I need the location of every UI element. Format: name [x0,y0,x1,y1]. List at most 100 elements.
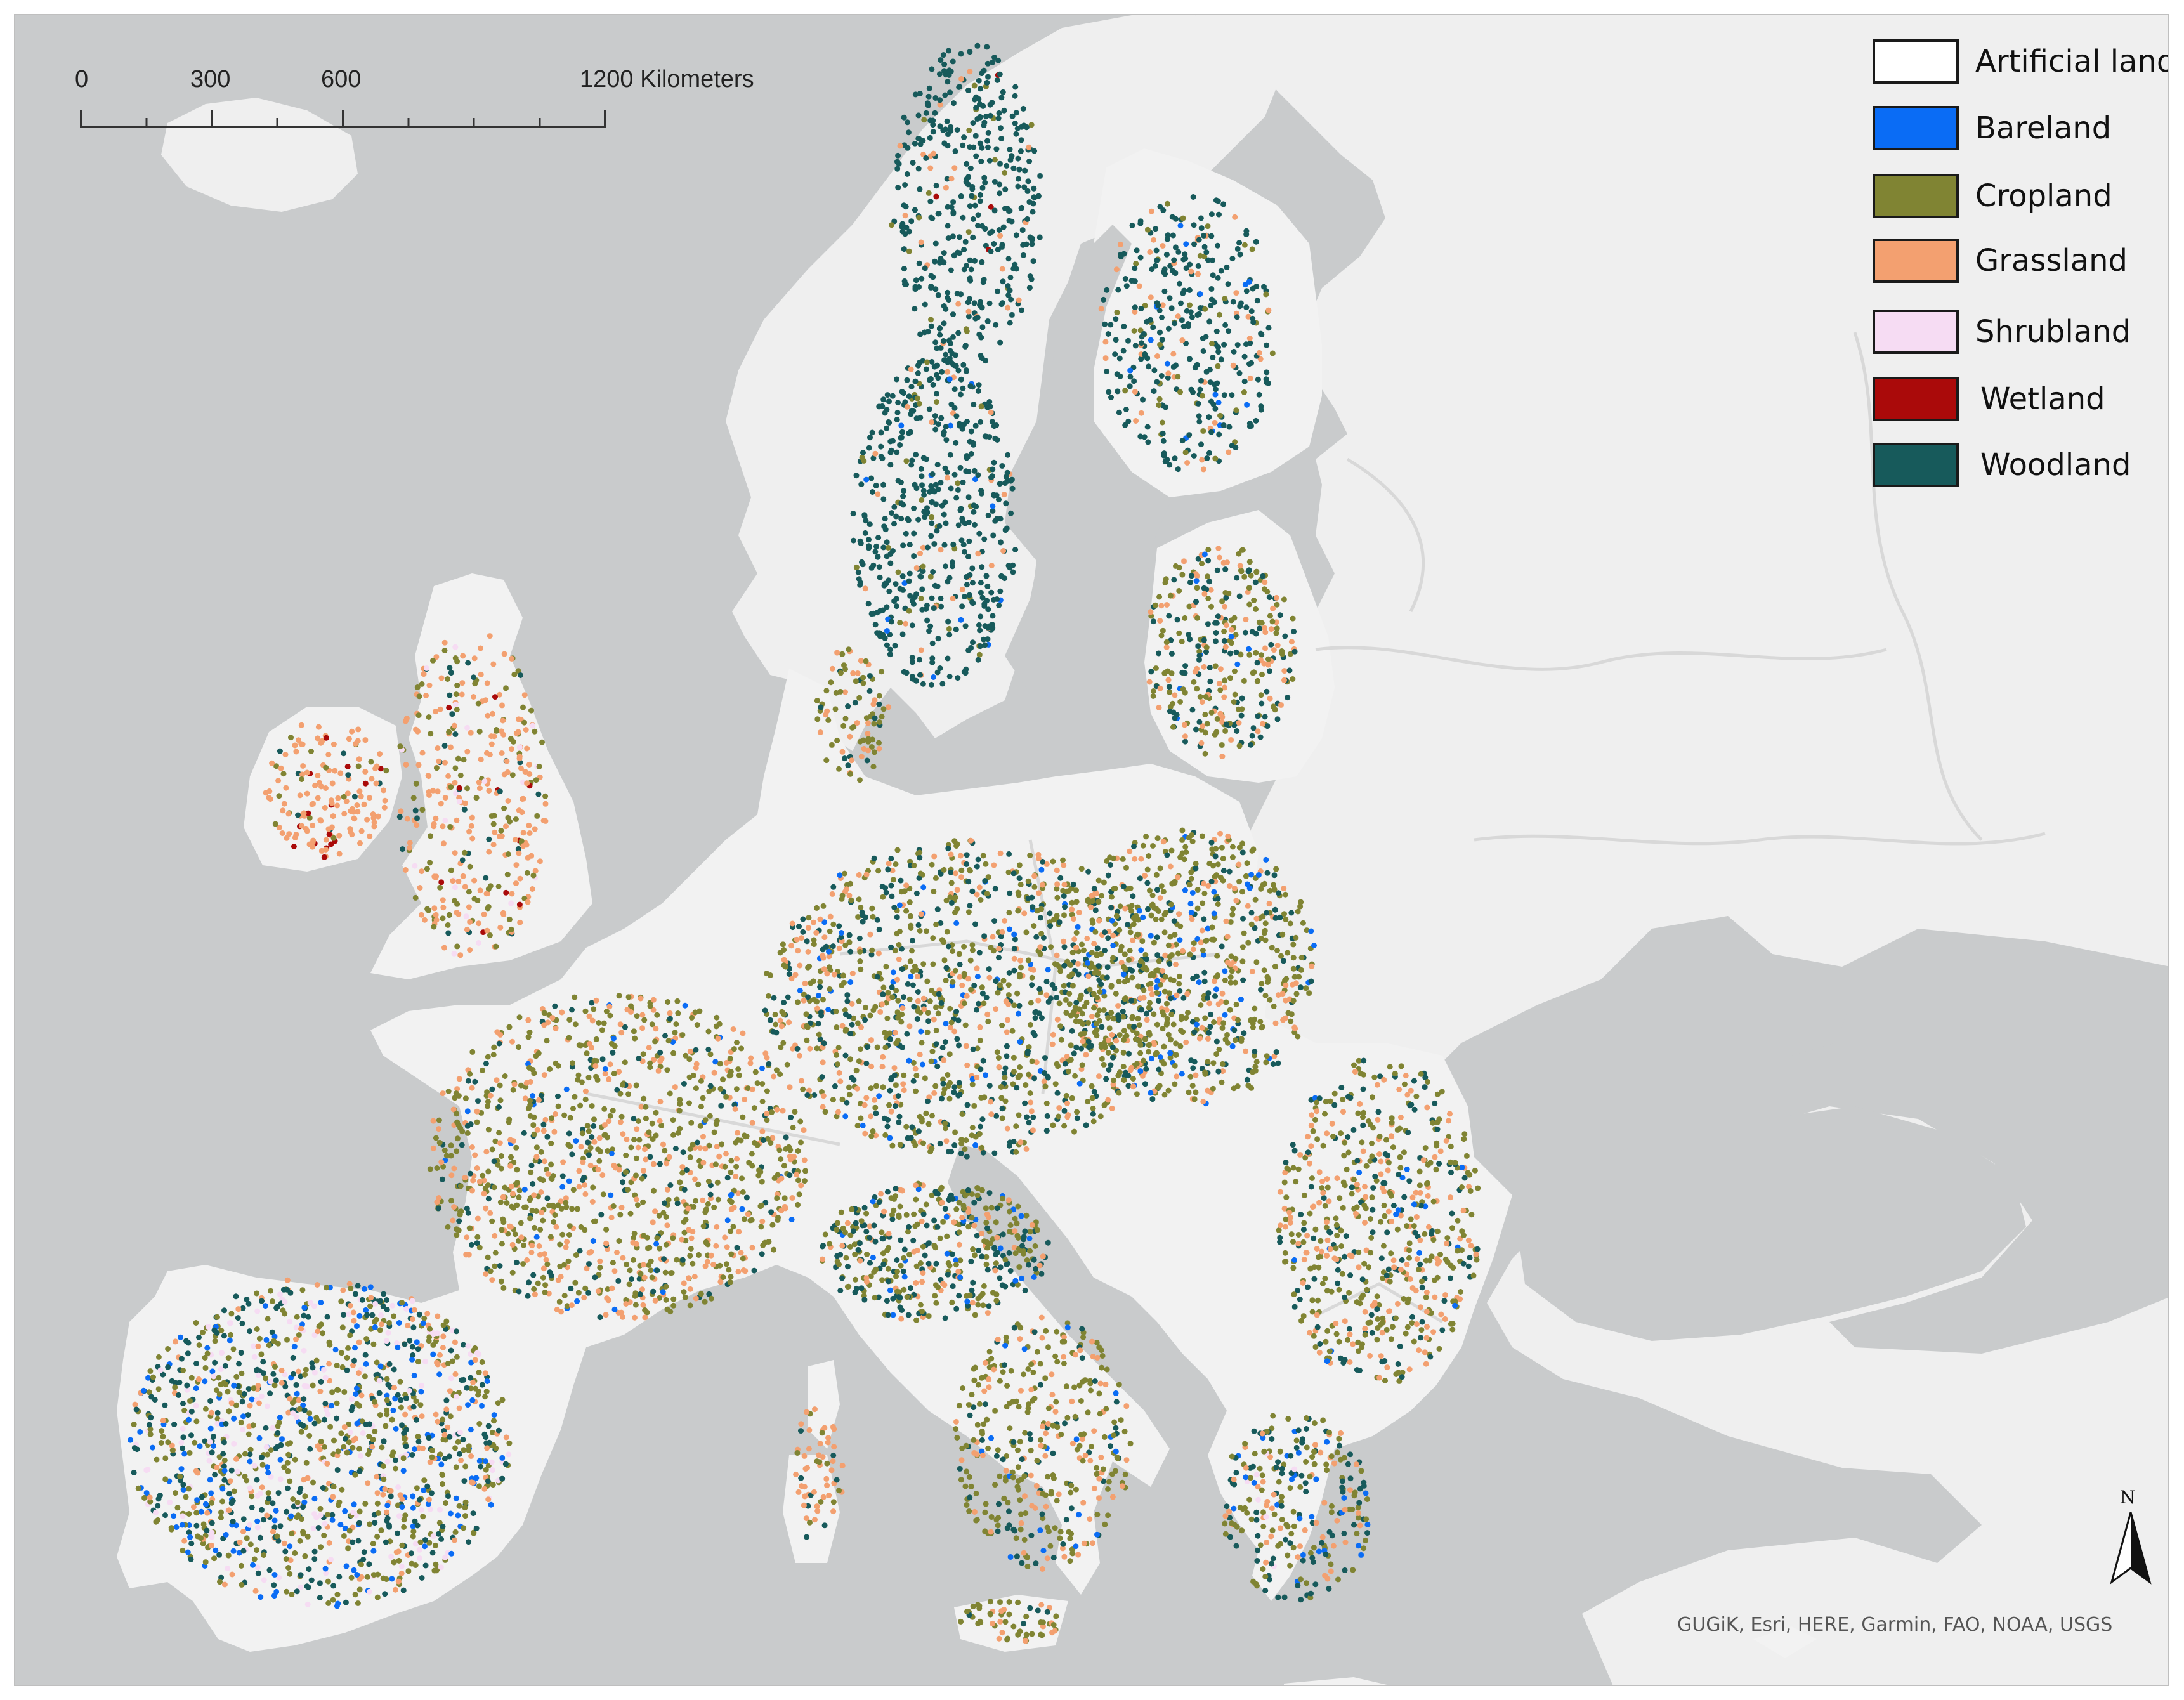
sample-point [414,822,420,828]
sample-point [636,1137,643,1143]
sample-point [1125,1083,1132,1089]
sample-point [979,355,985,362]
sample-point [1268,626,1274,632]
sample-point [1303,985,1309,991]
sample-point [1017,1139,1024,1146]
sample-point [854,1085,860,1092]
sample-point [916,875,922,881]
sample-point [891,598,898,605]
sample-point [662,1200,668,1206]
sample-point [931,605,937,611]
sample-point [1061,862,1067,868]
sample-point [1194,615,1200,621]
sample-point [496,1130,502,1136]
sample-point [1109,917,1115,924]
sample-point [1196,419,1203,425]
sample-point [1163,644,1170,650]
sample-point [918,466,924,472]
sample-point [998,95,1005,101]
sample-point [856,896,862,903]
sample-point [929,499,935,505]
sample-point [517,875,523,882]
sample-point [887,1087,893,1094]
sample-point [440,915,446,922]
sample-point [991,459,997,466]
sample-point [367,795,372,801]
sample-point [1157,618,1163,624]
sample-point [945,223,951,229]
sample-point [1146,679,1153,685]
sample-point [279,830,285,836]
sample-point [368,759,374,765]
sample-point [1201,637,1207,643]
sample-point [1103,1076,1109,1082]
sample-point [973,153,979,159]
sample-point [1106,1025,1113,1031]
sample-point [599,1172,606,1178]
sample-point [937,97,943,103]
sample-point [723,1151,729,1157]
sample-point [929,514,935,520]
sample-point [1281,886,1287,891]
sample-point [996,1064,1002,1070]
sample-point [687,1154,693,1160]
sample-point [1142,303,1148,309]
sample-point [735,1269,742,1275]
sample-point [509,772,516,778]
sample-point [802,980,808,986]
sample-point [526,761,532,768]
sample-point [738,1250,744,1256]
sample-point [1226,328,1232,334]
sample-point [1205,596,1212,601]
sample-point [1269,618,1276,625]
sample-point [1308,978,1314,984]
sample-point [844,886,850,893]
map-canvas[interactable]: 0 300 600 1200 Kilometers Artificial lan… [14,14,2169,1686]
sample-point [894,914,900,920]
sample-point [1223,721,1229,728]
sample-point [452,765,459,771]
sample-point [1117,373,1123,379]
sample-point [863,518,869,524]
sample-point [424,866,430,872]
sample-point [1013,131,1019,137]
sample-point [967,438,973,445]
sample-point [877,719,882,725]
sample-point [950,979,956,985]
sample-point [958,867,965,873]
sample-point [521,1130,527,1136]
sample-point [932,1083,939,1089]
sample-point [1094,945,1101,951]
sample-point [894,603,899,610]
sample-point [1200,348,1206,354]
sample-point [497,788,503,795]
sample-point [552,1212,558,1218]
sample-point [930,381,936,388]
sample-point [881,1115,887,1121]
sample-point [748,1055,754,1061]
sample-point [1007,890,1013,896]
sample-point [1016,166,1023,173]
sample-point [492,694,498,700]
sample-point [981,933,988,939]
sample-point [521,1242,526,1248]
sample-point [723,1261,729,1267]
sample-point [797,962,803,969]
sample-point [943,563,948,570]
sample-point [590,1184,596,1191]
sample-point [757,1169,764,1175]
sample-point [1138,356,1144,362]
sample-point [398,808,404,814]
sample-point [602,1071,608,1077]
sample-point [1122,388,1128,394]
sample-point [929,640,936,646]
sample-point [848,897,854,903]
sample-point [1193,726,1199,733]
sample-point [901,114,907,121]
sample-point [802,1168,808,1174]
sample-point [1193,571,1199,577]
sample-point [954,887,960,893]
sample-point [483,1271,489,1277]
sample-point [426,682,433,688]
sample-point [872,549,879,555]
